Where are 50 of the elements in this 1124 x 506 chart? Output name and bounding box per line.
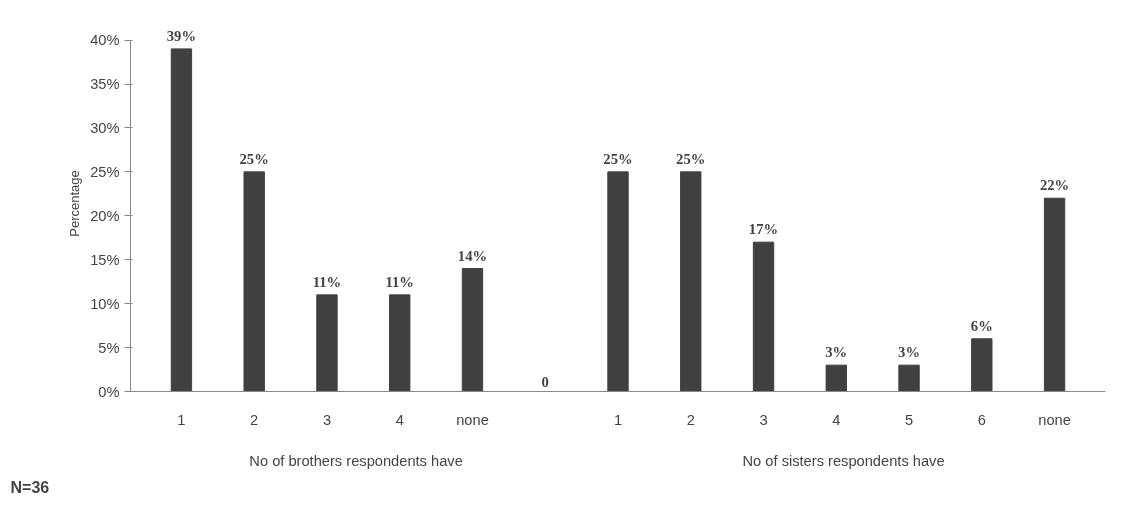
bar [243, 171, 265, 392]
x-tick-label: 4 [832, 411, 841, 428]
x-tick-label: 1 [613, 411, 623, 428]
y-axis-title: Percentage [67, 170, 83, 237]
y-tick-label: 15% [90, 251, 120, 268]
bar [1043, 197, 1066, 392]
y-tick-label: 25% [90, 163, 120, 180]
x-tick-label: none [456, 411, 489, 428]
data-label: 6% [970, 317, 993, 334]
bar [316, 294, 338, 392]
y-tick-label: 0% [98, 383, 120, 400]
bar [971, 338, 993, 392]
text: No of brothers respondents have [249, 452, 463, 469]
x-tick-label: 6 [977, 411, 986, 428]
x-tick-label: 4 [395, 411, 404, 428]
data-label: 3% [825, 344, 848, 361]
x-tick-label: 3 [322, 411, 332, 428]
data-label: 25% [603, 150, 633, 167]
text: No of sisters respondents have [742, 452, 945, 469]
bar [825, 364, 847, 392]
x-tick-label: 2 [250, 411, 259, 428]
data-label: 25% [676, 150, 706, 167]
data-label: 3% [898, 344, 921, 361]
bar [389, 294, 411, 392]
data-label: 17% [748, 221, 779, 238]
data-label: 25% [239, 150, 269, 167]
bar [680, 171, 702, 392]
data-label: 0 [541, 373, 549, 390]
y-tick-label: 5% [98, 339, 120, 356]
data-label: 11% [385, 273, 414, 290]
text: N=36 [10, 478, 50, 496]
bar [461, 268, 484, 392]
y-tick-label: 35% [90, 76, 120, 93]
bar [752, 241, 775, 392]
data-label: 14% [457, 247, 488, 264]
data-label: 11% [312, 273, 342, 290]
y-tick-label: 40% [90, 32, 120, 49]
data-label: 22% [1039, 177, 1070, 194]
y-tick-label: 10% [90, 295, 120, 312]
y-tick-label: 20% [90, 207, 120, 224]
y-tick-label: 30% [90, 119, 120, 136]
x-tick-label: 3 [759, 411, 768, 428]
data-label: 39% [166, 27, 197, 44]
bar [170, 48, 193, 392]
x-tick-label: 5 [904, 411, 914, 428]
x-tick-label: none [1038, 411, 1071, 428]
x-tick-label: 1 [177, 411, 186, 428]
bar [607, 171, 629, 392]
bar [898, 364, 920, 392]
x-tick-label: 2 [686, 411, 695, 428]
